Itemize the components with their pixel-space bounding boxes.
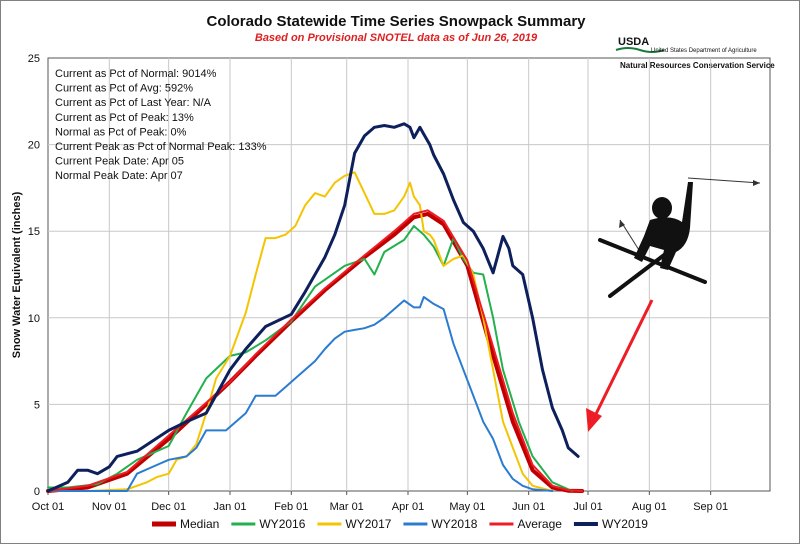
usda-logo: USDA United States Department of Agricul…: [615, 36, 775, 70]
x-tick-label: Aug 01: [632, 501, 667, 513]
legend-label: WY2018: [431, 517, 477, 531]
stats-line: Normal as Pct of Peak: 0%: [55, 126, 187, 138]
legend-label: Median: [180, 517, 219, 531]
legend: Median WY2016 WY2017 WY2018 Average WY2019: [152, 517, 648, 531]
x-tick-label: Sep 01: [693, 501, 728, 513]
stats-block: Current as Pct of Normal: 9014% Current a…: [55, 68, 267, 182]
x-tick-label: Jun 01: [512, 501, 545, 513]
stats-line: Normal Peak Date: Apr 07: [55, 170, 183, 182]
stats-line: Current as Pct of Normal: 9014%: [55, 68, 217, 80]
usda-wave-icon: [615, 47, 665, 53]
legend-label: WY2019: [602, 517, 648, 531]
x-axis-ticks: Oct 01 Nov 01 Dec 01 Jan 01 Feb 01 Mar 01 Apr …: [32, 491, 728, 513]
x-tick-label: Mar 01: [330, 501, 364, 513]
y-tick-label: 20: [28, 140, 40, 152]
x-tick-label: Jul 01: [573, 501, 602, 513]
y-tick-label: 15: [28, 226, 40, 238]
y-tick-label: 10: [28, 313, 40, 325]
chart-title: Colorado Statewide Time Series Snowpack …: [206, 13, 586, 30]
x-tick-label: Jan 01: [213, 501, 246, 513]
series-line-median: [46, 211, 585, 493]
stats-line: Current as Pct of Peak: 13%: [55, 112, 194, 124]
chart-subtitle: Based on Provisional SNOTEL data as of J…: [255, 32, 538, 44]
skier-silhouette-icon: [598, 177, 761, 298]
x-tick-label: Nov 01: [92, 501, 127, 513]
x-tick-label: Oct 01: [32, 501, 64, 513]
y-axis-label: Snow Water Equivalent (inches): [11, 191, 23, 358]
y-tick-label: 25: [28, 53, 40, 65]
legend-label: WY2017: [345, 517, 391, 531]
usda-agency-name: United States Department of Agriculture: [651, 48, 757, 54]
series-line-wy2018: [47, 296, 554, 492]
y-axis-ticks: 0 5 10 15 20 25: [28, 53, 40, 498]
usda-wordmark: USDA: [618, 36, 649, 48]
legend-label: Average: [517, 517, 562, 531]
stats-line: Current Peak Date: Apr 05: [55, 156, 184, 168]
series-lines: [46, 122, 585, 493]
x-tick-label: Dec 01: [151, 501, 186, 513]
x-tick-label: Apr 01: [392, 501, 424, 513]
red-arrow-icon: [586, 299, 654, 432]
nrcs-name: Natural Resources Conservation Service: [620, 61, 775, 70]
y-tick-label: 5: [34, 399, 40, 411]
y-tick-label: 0: [34, 486, 40, 498]
plot-frame: [47, 57, 771, 492]
series-line-wy2016: [47, 225, 574, 492]
x-tick-label: Feb 01: [274, 501, 308, 513]
stats-line: Current as Pct of Avg: 592%: [55, 83, 193, 95]
series-line-wy2019: [46, 122, 580, 493]
stats-line: Current as Pct of Last Year: N/A: [55, 97, 212, 109]
x-tick-label: May 01: [449, 501, 485, 513]
stats-line: Current Peak as Pct of Normal Peak: 133%: [55, 141, 267, 153]
legend-label: WY2016: [259, 517, 305, 531]
